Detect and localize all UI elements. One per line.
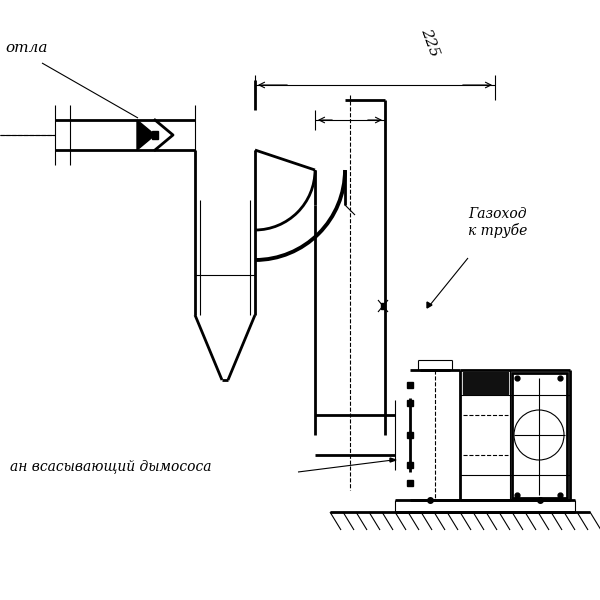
Bar: [512, 373, 567, 498]
Text: Газоход
к трубе: Газоход к трубе: [468, 206, 527, 238]
Polygon shape: [427, 302, 432, 308]
Polygon shape: [381, 303, 385, 309]
Text: отла: отла: [5, 41, 47, 55]
Text: ан всасывающий дымососа: ан всасывающий дымососа: [10, 459, 212, 473]
Text: 225: 225: [418, 26, 442, 58]
Polygon shape: [463, 372, 508, 394]
Polygon shape: [152, 131, 158, 139]
Polygon shape: [137, 120, 155, 150]
Polygon shape: [390, 458, 396, 462]
